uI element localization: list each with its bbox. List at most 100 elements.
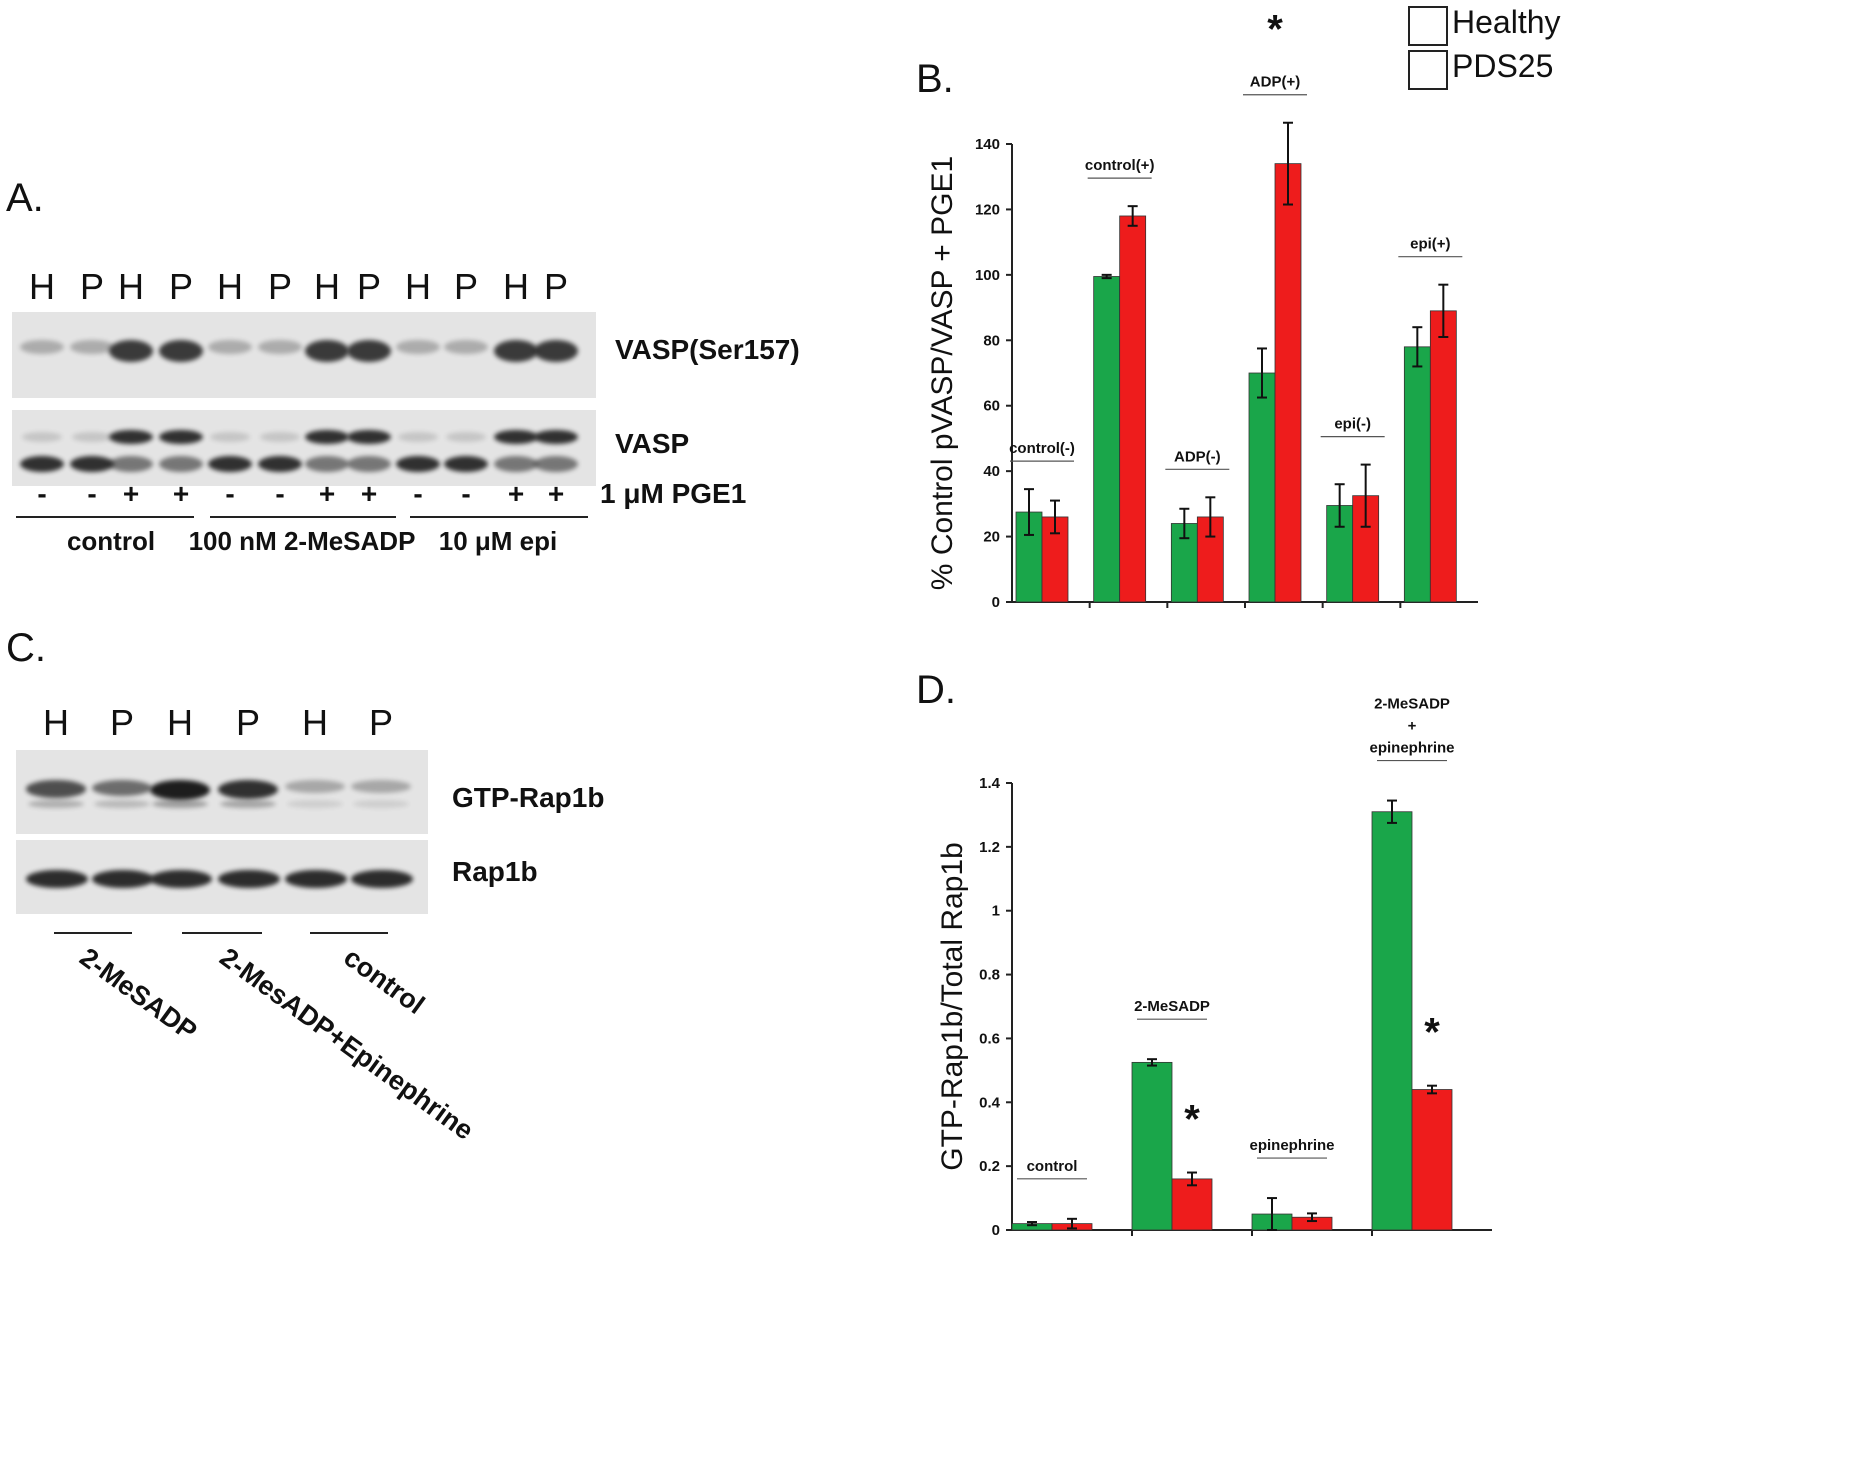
y-tick-label: 0 <box>992 594 1000 611</box>
bar-pds25 <box>1274 163 1302 603</box>
blot-band <box>534 456 578 472</box>
group-label-epi: 10 μM epi <box>438 526 558 556</box>
blot-band <box>218 780 278 799</box>
blot-band <box>494 340 538 362</box>
blot-band <box>446 432 486 442</box>
blot-band <box>260 432 300 442</box>
lane-label: H <box>167 702 193 743</box>
blot-band <box>20 340 64 354</box>
y-tick-label: 100 <box>975 267 1000 284</box>
vasp-label: VASP <box>615 428 690 459</box>
panel-c-label: C. <box>6 626 46 670</box>
blot-band <box>347 430 391 444</box>
significance-star: * <box>1424 1011 1440 1055</box>
category-label: epinephrine <box>1249 1137 1334 1154</box>
bar-pds25 <box>1411 1089 1453 1231</box>
group-line-epi <box>410 516 588 518</box>
group-label-control: control <box>66 526 156 556</box>
blot-band <box>208 456 252 472</box>
c-group-line-3 <box>310 932 388 934</box>
y-tick-label: 0.2 <box>979 1158 1000 1175</box>
legend-label-healthy: Healthy <box>1452 4 1561 40</box>
pge1-sign: - <box>225 478 235 509</box>
gtp-rap1b-label: GTP-Rap1b <box>452 782 605 813</box>
lane-label: H <box>29 266 55 307</box>
blot-band <box>26 870 88 888</box>
panel-label: D. <box>916 668 956 712</box>
blot-band <box>109 430 153 444</box>
blot-band <box>285 780 345 793</box>
y-axis-label: % Control pVASP/VASP + PGE1 <box>926 156 959 590</box>
lane-label: H <box>118 266 144 307</box>
blot-band <box>396 456 440 472</box>
category-label: 2-MeSADP <box>1134 998 1210 1015</box>
y-axis-label: GTP-Rap1b/Total Rap1b <box>936 842 969 1171</box>
y-tick-label: 40 <box>983 463 1000 480</box>
rap1b-blot <box>16 840 428 914</box>
blot-band <box>353 800 409 808</box>
y-tick-label: 1.4 <box>979 775 1001 792</box>
category-label: control(+) <box>1085 157 1155 174</box>
pge1-sign: + <box>172 478 190 509</box>
panel-label: B. <box>916 57 954 101</box>
category-label: ADP(+) <box>1250 74 1300 91</box>
blot-band <box>150 870 212 888</box>
blot-band <box>109 340 153 362</box>
blot-band <box>20 456 64 472</box>
y-tick-label: 60 <box>983 398 1000 415</box>
bar-healthy <box>1371 811 1413 1231</box>
pge1-sign: - <box>413 478 423 509</box>
y-tick-label: 0.8 <box>979 967 1000 984</box>
blot-band <box>351 780 411 793</box>
category-label: ADP(-) <box>1174 448 1221 465</box>
blot-band <box>351 870 413 888</box>
c-group-line-2 <box>182 932 262 934</box>
blot-band <box>26 780 86 798</box>
category-label: 2-MeSADP <box>1374 696 1450 713</box>
y-tick-label: 0.4 <box>979 1094 1001 1111</box>
legend-swatch-pds25 <box>1408 50 1448 90</box>
bar-pds25 <box>1119 215 1147 603</box>
category-label: epinephrine <box>1369 740 1454 757</box>
lane-label: P <box>356 266 381 307</box>
lane-label: P <box>543 266 568 307</box>
category-label: control <box>1027 1158 1078 1175</box>
blot-band <box>22 432 62 442</box>
category-label: + <box>1408 718 1417 735</box>
blot-band <box>220 800 276 808</box>
bar-healthy <box>1093 276 1121 603</box>
lane-label: P <box>368 702 393 743</box>
category-label: epi(-) <box>1334 416 1371 433</box>
group-line-2mesadp <box>210 516 396 518</box>
lane-label: P <box>453 266 478 307</box>
significance-star: * <box>1267 8 1283 52</box>
blot-band <box>534 430 578 444</box>
panel-a-label: A. <box>6 176 44 220</box>
blot-band <box>218 870 280 888</box>
blot-band <box>258 340 302 354</box>
lane-label: H <box>405 266 431 307</box>
blot-band <box>285 870 347 888</box>
blot-band <box>159 340 203 362</box>
blot-band <box>444 340 488 354</box>
blot-band <box>258 456 302 472</box>
blot-band <box>287 800 343 808</box>
bar-pds25 <box>1171 1178 1213 1231</box>
pge1-sign: + <box>507 478 525 509</box>
blot-band <box>494 430 538 444</box>
y-tick-label: 0.6 <box>979 1030 1000 1047</box>
blot-band <box>152 800 208 808</box>
blot-band <box>305 340 349 362</box>
category-label: control(-) <box>1009 440 1075 457</box>
category-label: epi(+) <box>1410 236 1450 253</box>
blot-band <box>72 432 112 442</box>
pge1-sign: + <box>318 478 336 509</box>
y-tick-label: 80 <box>983 332 1000 349</box>
blot-band <box>347 340 391 362</box>
blot-band <box>444 456 488 472</box>
lane-label: H <box>314 266 340 307</box>
lane-label: H <box>217 266 243 307</box>
vasp-ser157-label: VASP(Ser157) <box>615 334 800 365</box>
gtp-rap1b-blot <box>16 750 428 834</box>
